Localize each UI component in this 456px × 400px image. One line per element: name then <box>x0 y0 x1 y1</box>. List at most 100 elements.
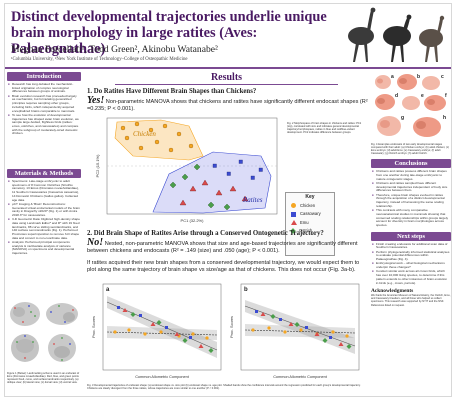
cassowary-silhouette <box>383 14 412 62</box>
fig3b-xlabel: Common Allometric Component <box>273 375 328 379</box>
fig2-xlabel: PC1 (32.2%) <box>181 218 205 223</box>
fig3-panel-b: b Common Allometric Component Proc. Scor… <box>230 283 360 379</box>
left-column: Introduction Research has long debated t… <box>7 72 81 394</box>
answer-2: No! Nested, non-parametric MANOVA shows … <box>87 237 368 255</box>
fig3a-ostrich-points <box>130 312 214 353</box>
svg-text:d: d <box>395 93 398 99</box>
svg-text:f: f <box>445 93 447 99</box>
figure-3-trajectories: a Common Allometric Component Proc. Scor… <box>92 283 360 379</box>
answer-1: Yes! Non-parametric MANOVA shows that ch… <box>87 95 368 113</box>
acknowledgments-text: We thank the American Museum of Natural … <box>371 294 451 307</box>
methods-bullet: Analysis: Performed principal components… <box>8 240 80 256</box>
intro-bullet: Brain evolution research has proceeded l… <box>8 94 80 114</box>
fig3b-ostrich-points <box>270 314 352 349</box>
answer-2-text: Nested, non-parametric MANOVA shows that… <box>87 241 358 254</box>
intro-bullet: To see how the evolution of developmenta… <box>8 113 80 136</box>
fig3-panel-a-label: a <box>106 287 110 293</box>
figure-4-endocast-examples: a b c d e f g h <box>375 74 447 137</box>
ostrich-points <box>169 163 231 211</box>
fig2-key: Key Chicken Cassowary Emu Ostrich <box>285 192 335 256</box>
methods-list: Specimens: Late-stage embryonic to adult… <box>7 178 81 296</box>
affiliation: ¹Columbia University, ²New York Institut… <box>11 57 188 62</box>
fig3a-ylabel: Proc. Scores <box>92 316 96 338</box>
right-column: a b c d e f g h Fig. 4 Examples endocast… <box>371 72 451 394</box>
fig4-chicken-adult <box>397 74 417 90</box>
figure-3-caption: Fig. 3 Developmental trajectories of end… <box>87 384 361 391</box>
fig2-key-title: Key <box>305 194 315 200</box>
fig2-label-ratites: Ratites <box>242 196 263 204</box>
chicken-hull <box>114 119 204 161</box>
next-step-bullet: Finish creating endocasts for additional… <box>372 242 450 250</box>
fig4-emu-embryo <box>422 76 440 90</box>
fig4-cassowary-embryo <box>402 96 420 110</box>
figure-2-caption: Fig. 2 Morphospace of brain shapes in ch… <box>287 122 362 135</box>
emu-points <box>179 179 249 206</box>
endocast-view-c <box>11 334 39 362</box>
fig3b-ylabel: Proc. Scores <box>230 316 234 338</box>
fig3b-cassowary-points <box>255 310 332 339</box>
acknowledgments-heading: Acknowledgments <box>371 288 414 295</box>
fig4-chicken-embryo <box>375 75 391 89</box>
fig2-key-item: Chicken <box>291 203 334 209</box>
next-step-bullet: Embryological work – what biological mec… <box>372 261 450 269</box>
next-steps-heading: Next steps <box>371 231 451 241</box>
header-rule <box>5 67 451 69</box>
methods-bullet: Specimens: Late-stage embryonic to adult… <box>8 179 80 202</box>
intro-bullet: Research has long debated the mechanisti… <box>8 82 80 94</box>
next-steps-list: Finish creating endocasts for additional… <box>371 241 451 286</box>
conclusion-bullet: Chickens and ratites sampled have differ… <box>372 181 450 193</box>
next-step-bullet: Conduct similar work across all crown bi… <box>372 270 450 285</box>
cassowary-points <box>212 159 263 180</box>
ostrich-silhouette <box>348 7 376 62</box>
fig3-panel-a: a Common Allometric Component Proc. Scor… <box>92 283 222 379</box>
results-rule <box>115 84 338 85</box>
question-2: 2. Did Brain Shape of Ratites Arise thro… <box>87 230 324 237</box>
fig3a-chicken-line <box>106 331 218 336</box>
poster-header: Distinct developmental trajectories unde… <box>5 4 451 68</box>
fig3a-xlabel: Common Allometric Component <box>135 375 190 379</box>
fig4-emu-adult <box>375 94 395 110</box>
next-step-bullet: Perform phylogenetically informed statis… <box>372 250 450 262</box>
conclusion-bullet: This contrasts with many comparative neu… <box>372 208 450 228</box>
poster: Distinct developmental trajectories unde… <box>4 3 452 397</box>
fig2-key-item: Emu <box>291 220 334 226</box>
ratite-silhouettes <box>348 7 445 62</box>
conclusion-bullet: Therefore, unique brain shapes evolved i… <box>372 193 450 209</box>
fig3a-ratite-band <box>107 296 217 358</box>
answer-1-yes: Yes! <box>87 95 105 106</box>
results-heading: Results <box>210 72 243 83</box>
fig3b-chicken-line <box>244 329 356 334</box>
fig2-label-chicken: Chicken <box>133 130 156 138</box>
endocast-view-d <box>48 334 76 362</box>
fig4-ostrich-embryo <box>377 116 401 136</box>
conclusion-bullet: Chickens and ratites possess different b… <box>372 170 450 181</box>
fig4-panel-letters: a b c d e f g h <box>391 74 447 121</box>
methods-bullet: 3-D Geometric Data: Digitized high-densi… <box>8 217 80 240</box>
conclusions-list: Chickens and ratites possess different b… <box>371 168 451 227</box>
fig2-key-item: Ostrich <box>290 228 334 234</box>
svg-text:a: a <box>391 74 394 80</box>
figure-4-caption: Fig. 4 Examples endocasts of two early d… <box>371 143 449 156</box>
intro-list: Research has long debated the mechanisti… <box>7 81 81 165</box>
results-column: Results 1. Do Ratites Have Different Bra… <box>85 72 368 394</box>
figure-2-morphospace: Chicken Ratites PC1 (32.2%) PC2 (15.1%) <box>95 117 278 223</box>
answer-1-text: Non-parametric MANOVA shows that chicken… <box>87 99 368 112</box>
chicken-points <box>120 121 194 153</box>
fig2-key-item: Cassowary <box>291 211 334 217</box>
methods-heading: Materials & Methods <box>7 169 81 178</box>
question-1: 1. Do Ratites Have Different Brain Shape… <box>87 88 257 95</box>
poster-title: Distinct developmental trajectories unde… <box>11 9 327 57</box>
fig2-ylabel: PC2 (15.1%) <box>95 154 100 178</box>
svg-text:e: e <box>421 93 424 99</box>
answer-2-no: No! <box>87 237 104 248</box>
svg-text:h: h <box>443 115 446 121</box>
endocast-view-a <box>10 302 40 326</box>
fig3b-emu-points <box>260 312 344 346</box>
figure-1-caption: Figure 1 (Below): Landmarking scheme use… <box>7 372 80 385</box>
fig4-cassowary-adult <box>424 95 446 111</box>
fig4-ostrich-adult <box>413 117 441 137</box>
endocast-view-b <box>46 303 78 325</box>
svg-text:c: c <box>441 74 444 80</box>
svg-text:b: b <box>417 74 420 80</box>
fig3a-cassowary-points <box>117 306 192 339</box>
